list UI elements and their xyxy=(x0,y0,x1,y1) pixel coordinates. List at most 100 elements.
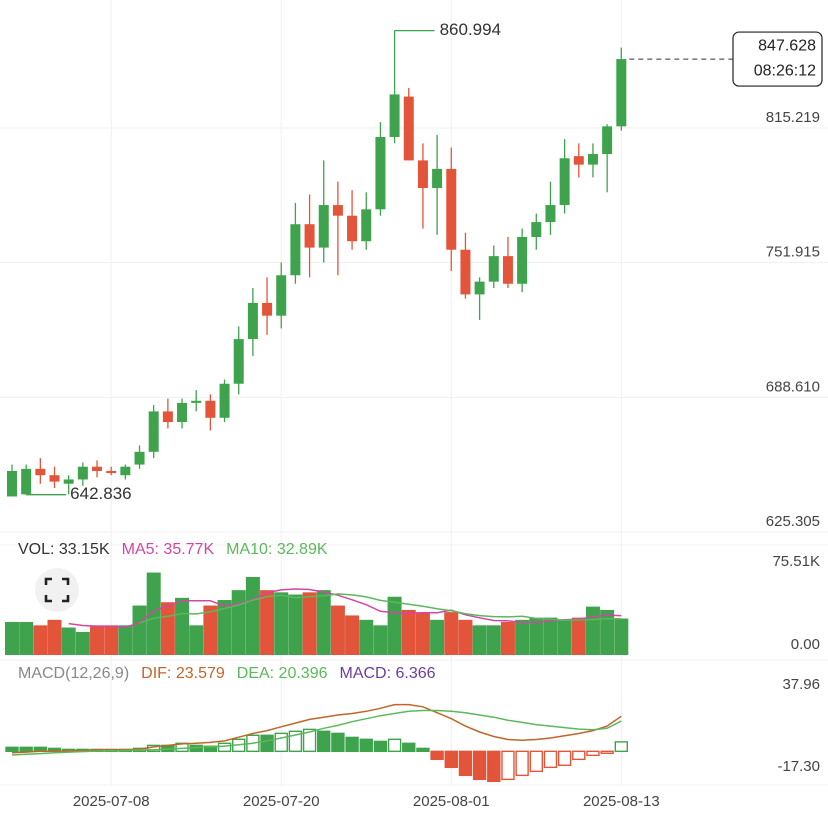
volume-bar xyxy=(132,605,147,655)
candle-body xyxy=(531,222,542,237)
macd-bar xyxy=(444,750,458,769)
y-tick-label: 815.219 xyxy=(766,109,820,126)
macd-bar xyxy=(515,750,529,777)
volume-bar xyxy=(288,594,303,655)
x-tick-label: 2025-08-01 xyxy=(413,793,490,810)
volume-bar xyxy=(274,592,289,655)
candle-body xyxy=(347,215,358,242)
legend-entry: VOL: 33.15K xyxy=(18,541,110,558)
volume-bar xyxy=(345,615,360,655)
volume-bar xyxy=(359,619,374,655)
candle-body xyxy=(205,400,216,418)
macd-bar xyxy=(5,746,19,753)
y-tick-label: 37.96 xyxy=(782,676,820,693)
candle-body xyxy=(446,168,457,250)
volume-bar xyxy=(571,617,586,655)
macd-bar xyxy=(572,750,586,761)
macd-bar xyxy=(19,746,33,753)
candle-body xyxy=(318,205,329,248)
y-tick-label: 625.305 xyxy=(766,513,820,530)
candle-body xyxy=(502,256,513,284)
candle-body xyxy=(247,302,258,340)
fullscreen-button[interactable] xyxy=(35,568,79,612)
volume-bar xyxy=(458,619,473,655)
volume-bar xyxy=(231,590,246,655)
y-tick-label: 751.915 xyxy=(766,244,820,261)
candle-body xyxy=(233,339,244,384)
volume-bar xyxy=(245,576,260,655)
fullscreen-icon[interactable] xyxy=(44,577,70,603)
last-time: 08:26:12 xyxy=(754,62,816,79)
legend-entry: MACD(12,26,9) xyxy=(18,665,129,682)
candle-body xyxy=(417,160,428,189)
button-bg[interactable] xyxy=(35,568,79,612)
candle-body xyxy=(304,224,315,248)
macd-bar xyxy=(402,742,416,753)
macd-bar xyxy=(345,736,359,753)
volume-bar xyxy=(189,625,204,655)
candle-body xyxy=(21,468,32,495)
candle-body xyxy=(559,158,570,206)
x-tick-label: 2025-07-08 xyxy=(73,793,150,810)
high-label: 860.994 xyxy=(440,20,501,39)
volume-bar xyxy=(160,602,175,655)
macd-bar xyxy=(274,732,288,753)
candle-body xyxy=(573,156,584,165)
volume-bar xyxy=(444,612,459,655)
volume-bar xyxy=(585,606,600,655)
candle-body xyxy=(92,466,103,471)
macd-bar xyxy=(260,734,274,753)
indicator-line xyxy=(68,588,622,629)
macd-bar xyxy=(416,747,430,753)
volume-bar xyxy=(175,597,190,655)
candle-body xyxy=(191,400,202,403)
macd-bar xyxy=(302,728,317,753)
volume-bar xyxy=(260,590,275,655)
candle-body xyxy=(134,451,145,465)
macd-bar xyxy=(430,750,444,761)
volume-bar xyxy=(75,631,90,655)
candle-body xyxy=(49,475,60,482)
y-tick-label: 0.00 xyxy=(791,636,820,653)
macd-bar xyxy=(600,750,614,754)
volume-bar xyxy=(203,605,218,655)
volume-bar xyxy=(614,618,629,655)
candle-body xyxy=(517,236,528,284)
candle-body xyxy=(77,466,88,480)
candle-body xyxy=(361,209,372,242)
macd-bar xyxy=(331,732,345,753)
volume-bar xyxy=(104,625,119,655)
candle-body xyxy=(148,411,159,452)
volume-bar xyxy=(33,625,48,655)
legend-entry: DIF: 23.579 xyxy=(141,665,225,682)
indicator-line xyxy=(139,593,622,624)
volume-bar xyxy=(19,622,34,655)
volume-bar xyxy=(330,605,345,655)
volume-bar xyxy=(415,612,430,655)
last-price-box xyxy=(732,31,823,87)
candle-body xyxy=(35,468,46,476)
last-price: 847.628 xyxy=(758,37,816,54)
macd-bar xyxy=(217,742,232,753)
macd-bar xyxy=(317,730,331,753)
macd-bar xyxy=(387,738,402,753)
candle-body xyxy=(403,96,414,161)
candle-body xyxy=(375,136,386,210)
candle-body xyxy=(332,205,343,216)
candle-body xyxy=(290,224,301,276)
volume-bar xyxy=(529,617,544,655)
volume-bar xyxy=(90,625,105,655)
macd-bar xyxy=(586,750,600,757)
volume-bar xyxy=(387,596,402,655)
volume-bar xyxy=(61,627,76,655)
candle-body xyxy=(488,256,499,282)
candle-body xyxy=(389,94,400,137)
low-label: 642.836 xyxy=(70,484,131,503)
candle-body xyxy=(162,411,173,423)
macd-bar xyxy=(529,750,543,773)
macd-bar xyxy=(472,750,487,781)
volume-bar xyxy=(515,619,530,655)
macd-bar xyxy=(458,750,473,777)
